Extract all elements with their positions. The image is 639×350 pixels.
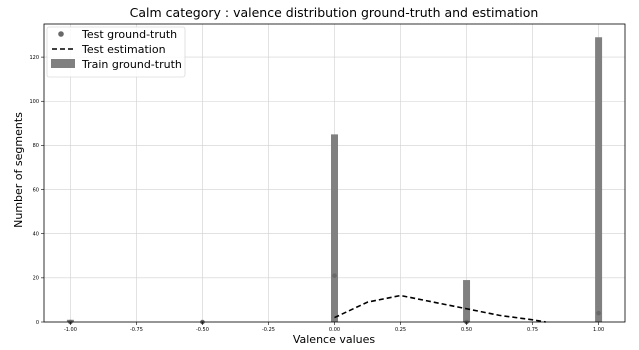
x-tick-label: -0.75 <box>130 327 143 333</box>
x-tick-label: 0.50 <box>461 327 472 333</box>
y-ticks: 0 20 40 60 80 100 120 <box>29 55 44 326</box>
y-tick-label: 60 <box>33 187 39 193</box>
chart-title: Calm category : valence distribution gro… <box>130 5 539 20</box>
test-point <box>596 310 601 316</box>
legend-label: Train ground-truth <box>81 58 182 71</box>
legend-marker-bar <box>51 59 75 68</box>
y-tick-label: 80 <box>33 143 39 149</box>
x-axis-label: Valence values <box>293 333 376 346</box>
test-point <box>332 273 337 278</box>
x-tick-label: 1.00 <box>593 327 604 333</box>
legend: Test ground-truth Test estimation Train gr… <box>46 26 186 78</box>
x-tick-label: 0.25 <box>395 327 406 333</box>
y-axis-label: Number of segments <box>12 112 25 228</box>
legend-marker-points <box>58 31 64 37</box>
y-tick-label: 0 <box>36 320 39 326</box>
y-tick-label: 20 <box>33 276 39 282</box>
x-tick-label: -1.00 <box>64 327 77 333</box>
y-tick-label: 100 <box>29 99 39 105</box>
train-bar <box>595 37 603 322</box>
x-tick-label: 0.75 <box>527 327 538 333</box>
x-tick-label: -0.25 <box>262 327 275 333</box>
train-bar <box>331 134 338 322</box>
y-tick-label: 120 <box>29 55 39 61</box>
legend-label: Test estimation <box>81 43 166 56</box>
estimation-line-path <box>334 294 546 323</box>
legend-label: Test ground-truth <box>81 28 177 41</box>
x-ticks: -1.00 -0.75 -0.50 -0.25 0.00 0.25 0.50 0.75 1.00 <box>64 322 604 333</box>
y-tick-label: 40 <box>33 232 39 238</box>
x-tick-label: -0.50 <box>196 327 209 333</box>
estimation-line <box>334 294 546 323</box>
legend-box <box>46 26 186 78</box>
x-tick-label: 0.00 <box>329 327 340 333</box>
train-bar <box>463 280 471 322</box>
